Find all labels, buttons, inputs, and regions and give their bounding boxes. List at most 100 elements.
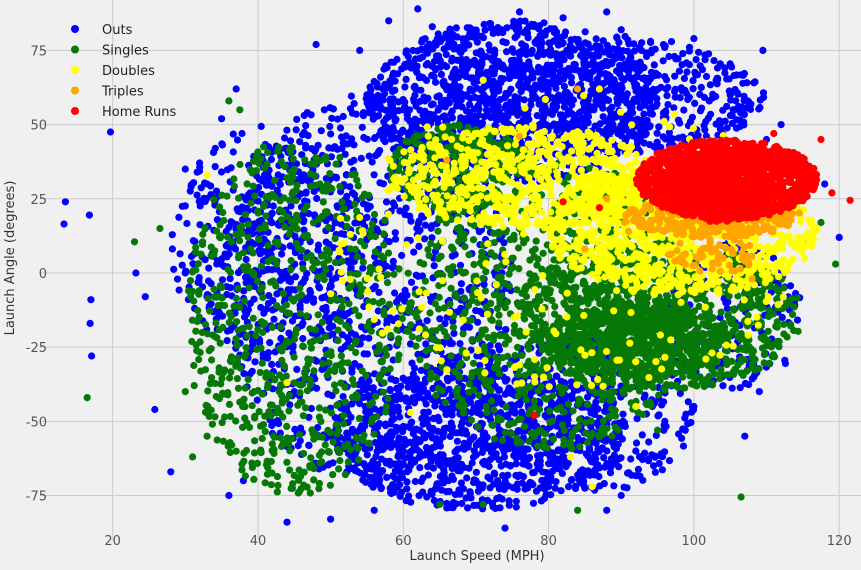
data-point (296, 437, 304, 445)
data-point (296, 138, 304, 146)
data-point (560, 427, 568, 435)
data-point (546, 40, 554, 48)
data-point (396, 413, 404, 421)
data-point (382, 262, 390, 270)
data-point (621, 32, 629, 41)
data-point (509, 71, 517, 79)
data-point (646, 122, 654, 130)
data-point (370, 171, 378, 179)
data-point (298, 151, 306, 159)
data-point (428, 234, 436, 242)
data-point (487, 299, 495, 307)
data-point (509, 22, 517, 30)
data-point (511, 351, 519, 360)
data-point (566, 120, 574, 128)
data-point (583, 439, 592, 447)
data-point (218, 255, 226, 263)
data-point (659, 109, 668, 117)
data-point (448, 114, 456, 122)
data-point (528, 420, 536, 428)
data-point (348, 135, 356, 143)
data-point (539, 50, 548, 59)
data-point (501, 332, 509, 340)
data-point (521, 485, 529, 493)
data-point (310, 211, 319, 219)
data-point (385, 17, 393, 25)
data-point (398, 251, 406, 260)
data-point (486, 341, 494, 350)
data-point (549, 435, 558, 443)
data-point (505, 384, 513, 392)
data-point (603, 447, 611, 455)
data-point (529, 499, 538, 507)
data-point (488, 64, 496, 72)
data-point (314, 424, 322, 432)
data-point (583, 68, 591, 76)
data-point (581, 55, 589, 63)
data-point (548, 417, 556, 425)
data-point (446, 339, 454, 347)
data-point (493, 264, 501, 272)
data-point (731, 86, 739, 94)
data-point (549, 449, 557, 457)
data-point (423, 317, 431, 325)
data-point (402, 497, 410, 505)
data-point (520, 423, 529, 431)
data-point (431, 66, 440, 74)
data-point (412, 375, 421, 383)
data-point (474, 318, 482, 326)
data-point (565, 483, 573, 491)
data-point (622, 134, 631, 142)
data-point (251, 358, 259, 366)
data-point (460, 325, 468, 333)
data-point (336, 124, 345, 132)
data-point (647, 49, 655, 57)
data-point (413, 47, 421, 55)
data-point (510, 231, 518, 239)
data-point (300, 111, 308, 120)
data-point (547, 61, 556, 69)
data-point (469, 236, 478, 244)
data-point (510, 56, 518, 64)
data-point (609, 45, 617, 53)
data-point (365, 152, 373, 160)
data-point (593, 75, 602, 83)
data-point (618, 54, 626, 62)
data-point (339, 393, 347, 401)
data-point (443, 460, 451, 468)
data-point (610, 388, 618, 396)
data-point (414, 219, 422, 228)
data-point (406, 424, 414, 432)
data-point (587, 51, 595, 60)
data-point (548, 109, 556, 117)
data-point (416, 54, 424, 63)
data-point (414, 381, 422, 389)
data-point (499, 64, 507, 72)
data-point (387, 375, 396, 383)
data-point (302, 141, 310, 149)
data-point (456, 83, 464, 91)
data-point (575, 67, 583, 75)
data-point (431, 443, 439, 451)
data-point (560, 103, 569, 111)
data-point (681, 86, 689, 94)
data-point (389, 263, 398, 271)
data-point (655, 391, 663, 399)
data-point (688, 113, 697, 121)
data-point (495, 108, 503, 117)
data-point (418, 212, 426, 220)
data-point (518, 351, 526, 359)
data-point (599, 113, 607, 121)
data-point (181, 165, 189, 173)
data-point (516, 17, 524, 25)
data-point (348, 400, 356, 408)
data-point (383, 130, 391, 138)
data-point (516, 401, 524, 409)
data-point (641, 131, 649, 139)
data-point (416, 464, 424, 472)
data-point (264, 349, 273, 357)
data-point (381, 123, 389, 131)
data-point (488, 499, 497, 507)
data-point (566, 94, 574, 102)
data-point (203, 180, 211, 188)
